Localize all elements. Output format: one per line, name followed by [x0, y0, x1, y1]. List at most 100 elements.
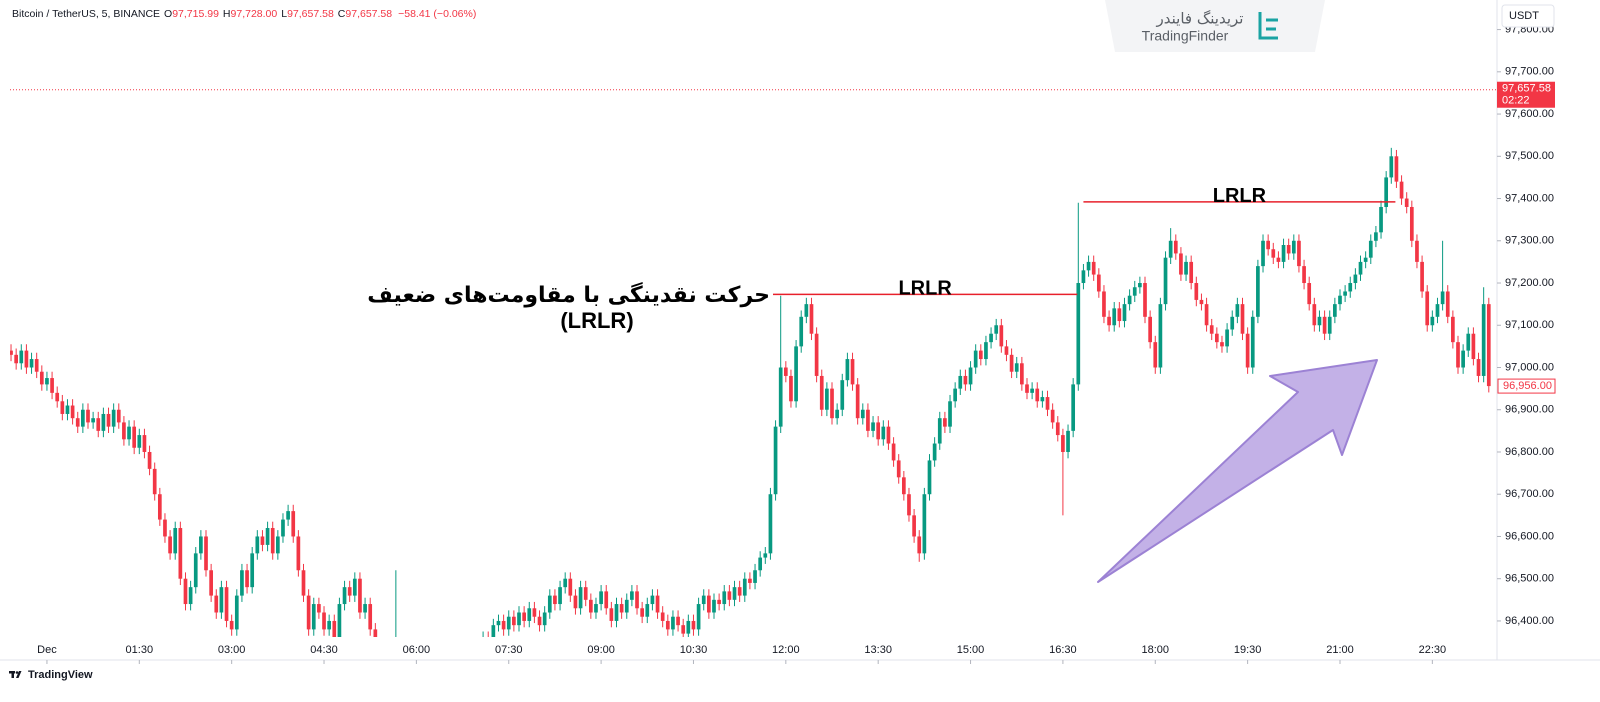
candle-body — [260, 536, 265, 545]
candle-body — [1312, 304, 1317, 326]
candle-body — [537, 616, 542, 626]
candle-body — [352, 578, 357, 596]
candle-body — [342, 587, 347, 605]
candle-body — [901, 477, 906, 495]
candle-body — [178, 528, 183, 579]
candle-body — [737, 587, 742, 596]
candle-body — [1358, 261, 1363, 275]
candle-body — [1435, 304, 1440, 317]
candle-body — [14, 354, 19, 364]
x-tick-label: 22:30 — [1419, 644, 1447, 656]
candle-body — [373, 629, 378, 637]
x-tick-label: 01:30 — [126, 644, 154, 656]
candle-body — [753, 570, 757, 583]
candle-body — [55, 392, 60, 402]
candle-body — [1338, 295, 1342, 305]
candle-body — [1102, 291, 1106, 317]
candle-body — [604, 591, 609, 609]
candle-body — [522, 612, 526, 621]
candle-body — [1317, 316, 1322, 326]
ohlc-label: L — [281, 8, 287, 20]
candle-body — [891, 443, 896, 461]
candle-body — [804, 304, 809, 317]
candle-body — [871, 422, 875, 431]
candle-body — [671, 616, 675, 630]
candle-body — [1461, 350, 1465, 368]
current-price-label: 97,657.58 — [1502, 83, 1551, 95]
candle-body — [1374, 232, 1378, 241]
candle-body — [717, 599, 721, 605]
candle-body — [686, 620, 691, 634]
candle-body — [660, 612, 665, 621]
candle-body — [1204, 304, 1209, 326]
candle-body — [142, 435, 147, 452]
candle-body — [34, 359, 39, 372]
candle-body — [748, 578, 752, 583]
x-tick-label: 12:00 — [772, 644, 800, 656]
candle-body — [645, 604, 650, 617]
candle-body — [1122, 304, 1127, 322]
last-price-box — [1497, 378, 1556, 394]
candle-body — [1384, 177, 1389, 207]
candle-body — [758, 557, 763, 571]
candle-body — [1020, 363, 1024, 385]
candle-body — [1127, 295, 1132, 305]
candle-body — [819, 375, 824, 410]
candle-body — [296, 536, 301, 571]
candle-body — [224, 587, 229, 621]
candle-body — [1445, 291, 1450, 317]
candle-body — [301, 570, 306, 596]
candle-body — [306, 595, 311, 630]
y-tick-label: 97,500.00 — [1505, 150, 1554, 162]
candle-body — [989, 333, 993, 343]
candle-body — [1086, 261, 1091, 271]
candle-body — [1404, 198, 1409, 207]
candle-body — [1379, 206, 1383, 233]
candle-body — [876, 422, 881, 440]
footer: TradingView — [28, 669, 93, 681]
candle-body — [1143, 283, 1147, 317]
candle-body — [19, 350, 24, 364]
candle-body — [866, 409, 870, 431]
candle-body — [91, 418, 95, 423]
y-tick-label: 96,600.00 — [1505, 530, 1554, 542]
candle-body — [978, 350, 983, 360]
candle-body — [1096, 274, 1101, 292]
candle-body — [496, 620, 501, 626]
candle-body — [1348, 283, 1353, 292]
candle-body — [855, 384, 860, 419]
candle-body — [234, 595, 239, 630]
candle-body — [594, 604, 598, 613]
candle-body — [281, 519, 285, 537]
candle-body — [1256, 266, 1260, 317]
plot-area — [10, 147, 1491, 637]
candle-body — [1230, 316, 1235, 330]
candle-body — [707, 595, 711, 613]
candle-body — [1081, 270, 1086, 284]
candle-body — [1076, 283, 1081, 385]
candle-body — [1158, 304, 1163, 368]
candle-body — [270, 528, 275, 554]
candle-body — [96, 418, 101, 431]
candle-body — [609, 608, 614, 621]
candle-body — [789, 375, 793, 402]
candle-body — [363, 604, 367, 613]
candle-body — [1394, 156, 1399, 182]
candle-body — [1209, 325, 1214, 334]
candle-body — [558, 587, 562, 605]
level-label: LRLR — [898, 278, 952, 300]
annotation-sub: (LRLR) — [560, 308, 633, 333]
candle-body — [881, 426, 886, 440]
x-tick-label: 07:30 — [495, 644, 523, 656]
x-tick-label: 21:00 — [1326, 644, 1354, 656]
candle-body — [1261, 240, 1265, 267]
candle-body — [840, 380, 845, 410]
candle-body — [1399, 181, 1404, 199]
candle-body — [1481, 304, 1486, 376]
candle-body — [1466, 333, 1471, 351]
candle-body — [1132, 287, 1137, 296]
candle-body — [917, 536, 922, 554]
candle-body — [65, 405, 70, 414]
candle-body — [763, 553, 768, 558]
candle-body — [512, 616, 516, 626]
